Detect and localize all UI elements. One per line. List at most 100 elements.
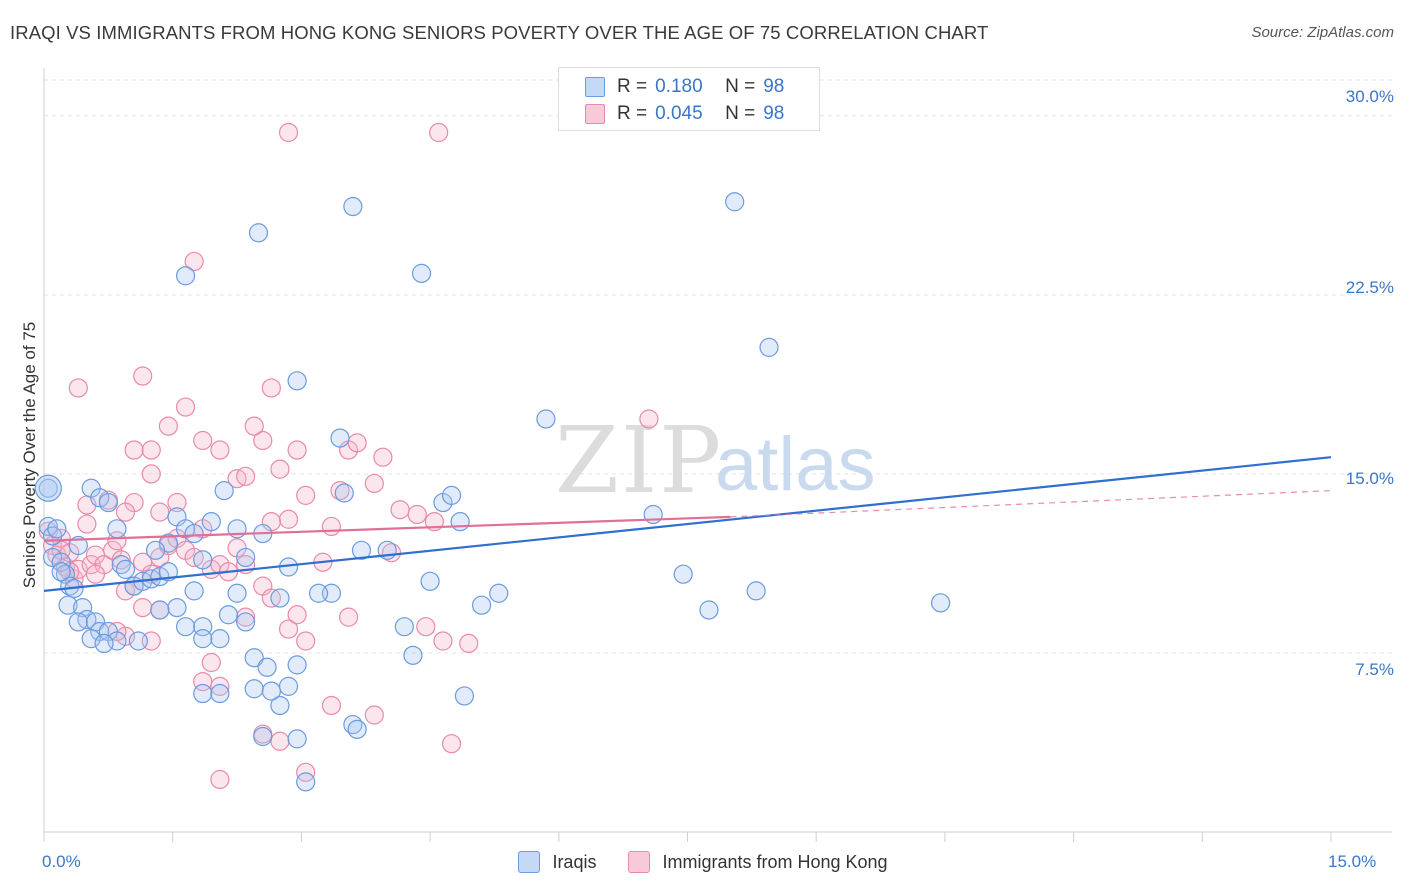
data-point xyxy=(210,629,230,649)
data-point xyxy=(287,655,307,675)
data-point xyxy=(639,409,659,429)
hongkong-swatch xyxy=(585,104,605,124)
legend-label: Iraqis xyxy=(552,851,597,872)
r-value: 0.045 xyxy=(655,103,703,124)
data-point xyxy=(364,473,384,494)
data-point xyxy=(394,617,414,637)
data-point xyxy=(347,719,367,739)
data-point xyxy=(244,648,264,668)
data-point xyxy=(420,571,440,591)
data-point xyxy=(296,485,316,505)
data-point xyxy=(411,263,432,283)
data-point xyxy=(73,597,93,618)
data-point xyxy=(347,433,367,453)
data-point xyxy=(68,535,88,556)
legend-row-iraqis: R = 0.180 N = 98 xyxy=(585,74,784,100)
data-point xyxy=(68,378,88,398)
watermark-zip: ZIP xyxy=(555,407,723,514)
data-point xyxy=(47,519,67,539)
axes xyxy=(43,68,1392,842)
data-point xyxy=(133,366,153,386)
data-point xyxy=(51,562,71,582)
trend-line-hongkong-extension xyxy=(730,490,1332,518)
trend-line-iraqis xyxy=(43,456,1332,592)
data-point xyxy=(210,769,230,790)
r-value: 0.180 xyxy=(655,76,703,97)
data-point xyxy=(459,633,479,654)
data-point xyxy=(270,695,290,716)
data-point xyxy=(94,633,114,654)
data-point xyxy=(210,683,230,704)
data-point xyxy=(308,583,329,603)
series-legend: Iraqis Immigrants from Hong Kong xyxy=(0,851,1406,873)
data-point xyxy=(175,397,196,417)
data-point xyxy=(403,645,423,665)
data-point xyxy=(536,409,556,429)
x-tick-label: 15.0% xyxy=(1328,852,1377,871)
data-point xyxy=(334,483,354,503)
data-point xyxy=(270,588,290,608)
data-point xyxy=(454,686,475,706)
data-point xyxy=(429,122,449,143)
data-point xyxy=(287,605,307,625)
data-point xyxy=(433,631,453,651)
data-point xyxy=(141,464,161,484)
data-point xyxy=(287,440,307,460)
data-point xyxy=(673,564,693,584)
data-point xyxy=(150,600,170,620)
x-tick-label: 0.0% xyxy=(42,852,81,871)
n-label: N = xyxy=(725,103,756,124)
data-point xyxy=(261,681,281,701)
data-point xyxy=(278,619,299,639)
iraqis-swatch xyxy=(518,851,541,873)
data-point xyxy=(115,502,136,522)
data-point xyxy=(296,772,316,792)
data-point xyxy=(330,428,350,448)
data-point xyxy=(270,731,290,751)
trend-lines xyxy=(43,456,1332,592)
data-point xyxy=(725,192,745,212)
data-point xyxy=(218,605,239,625)
data-point xyxy=(321,695,342,716)
data-point xyxy=(373,447,393,467)
series-hongkong-points xyxy=(38,122,659,790)
data-point xyxy=(236,547,256,568)
data-point xyxy=(184,581,204,601)
data-point xyxy=(343,196,363,217)
data-point xyxy=(364,705,384,725)
data-point xyxy=(167,492,187,513)
correlation-legend: R = 0.180 N = 98 R = 0.045 N = 98 xyxy=(558,67,820,131)
data-point xyxy=(278,509,299,529)
data-point xyxy=(489,583,509,603)
data-point xyxy=(441,734,462,754)
data-point xyxy=(248,223,269,243)
r-label: R = xyxy=(617,103,648,124)
n-value: 98 xyxy=(763,103,785,124)
data-point xyxy=(34,474,62,502)
data-point xyxy=(253,430,273,451)
data-point xyxy=(210,676,230,696)
data-point xyxy=(244,416,264,436)
watermark: ZIP atlas xyxy=(555,407,876,514)
data-point xyxy=(351,540,372,560)
data-point xyxy=(236,466,256,486)
data-point xyxy=(746,581,766,601)
y-tick-label: 30.0% xyxy=(1345,87,1394,106)
data-point xyxy=(450,512,470,532)
data-point xyxy=(158,416,179,436)
data-point xyxy=(201,652,221,673)
data-point xyxy=(77,514,97,534)
data-point xyxy=(128,631,148,651)
data-point xyxy=(107,519,127,539)
data-point xyxy=(210,440,230,460)
data-point xyxy=(175,617,196,637)
data-point xyxy=(278,122,299,143)
data-point xyxy=(167,597,187,618)
data-point xyxy=(193,683,213,704)
data-point xyxy=(141,440,161,460)
legend-label: Immigrants from Hong Kong xyxy=(662,851,888,872)
data-point xyxy=(124,440,144,460)
iraqis-swatch xyxy=(585,77,605,97)
y-tick-label: 15.0% xyxy=(1345,469,1394,488)
